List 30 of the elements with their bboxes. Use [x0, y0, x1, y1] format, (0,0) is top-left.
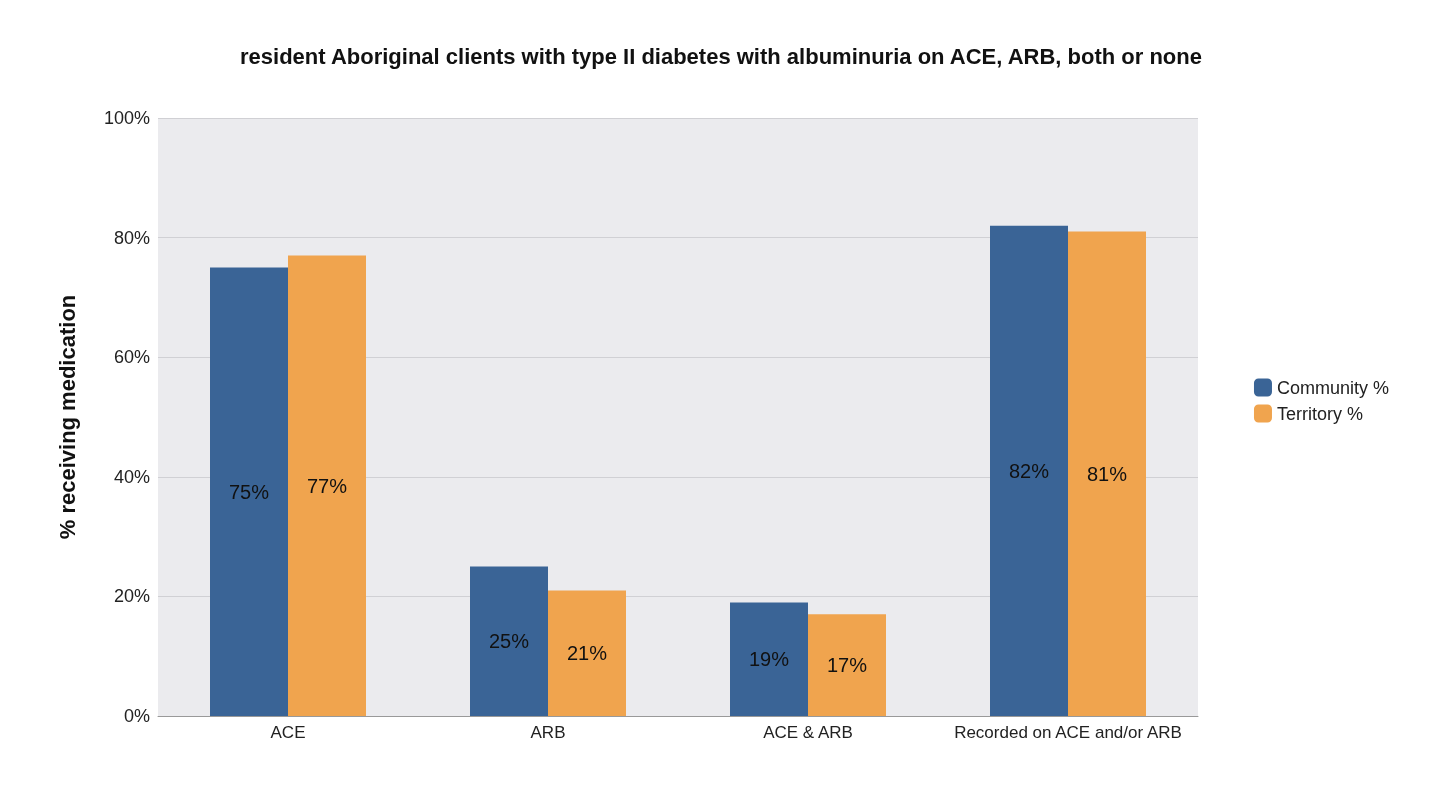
bar — [210, 267, 288, 716]
bar — [808, 614, 886, 716]
x-tick-label: ARB — [530, 723, 566, 742]
data-label: 21% — [566, 642, 608, 665]
bar — [990, 225, 1068, 716]
data-label: 77% — [306, 474, 348, 497]
data-label: 81% — [1086, 462, 1128, 485]
data-label: 82% — [1008, 459, 1050, 482]
bar — [730, 602, 808, 716]
bar — [1068, 231, 1146, 716]
y-tick-label: 0% — [123, 706, 150, 726]
y-tick-label: 60% — [113, 347, 150, 368]
x-tick-label: Recorded on ACE and/or ARB — [954, 723, 1182, 742]
data-label: 25% — [488, 630, 530, 653]
legend-label: Territory % — [1276, 403, 1363, 424]
x-tick-label: ACE & ARB — [763, 723, 853, 742]
data-label: 19% — [748, 648, 790, 671]
legend-label: Community % — [1276, 377, 1390, 398]
y-tick-label: 100% — [103, 108, 150, 128]
x-tick-label: ACE — [270, 723, 306, 742]
data-label: 17% — [826, 654, 868, 677]
y-tick-label: 40% — [113, 466, 150, 487]
bar — [470, 566, 548, 716]
y-tick-label: 20% — [113, 586, 150, 607]
y-tick-label: 80% — [113, 227, 150, 248]
y-axis-title: % receiving medication — [54, 294, 80, 540]
chart-title: resident Aboriginal clients with type II diabetes with albuminuria on ACE, ARB, both or none — [240, 43, 1202, 69]
bar — [288, 255, 366, 716]
data-label: 75% — [228, 480, 270, 503]
bar — [548, 590, 626, 716]
